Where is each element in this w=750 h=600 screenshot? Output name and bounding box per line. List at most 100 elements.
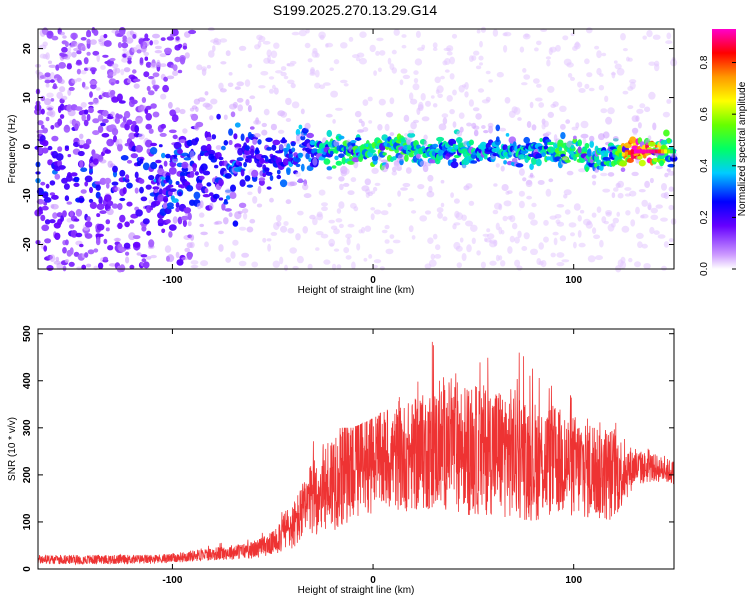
heatmap-cell: [134, 125, 140, 133]
heatmap-cell: [224, 208, 232, 212]
heatmap-cell: [505, 133, 510, 137]
heatmap-cell: [166, 75, 175, 80]
heatmap-cell: [181, 257, 189, 261]
heatmap-cell: [205, 103, 213, 110]
heatmap-cell: [210, 98, 218, 105]
heatmap-cell: [406, 141, 412, 146]
heatmap-cell: [315, 231, 324, 236]
y-tick-label: 20: [22, 43, 33, 55]
heatmap-cell: [181, 161, 189, 169]
heatmap-cell: [371, 155, 379, 162]
heatmap-cell: [239, 179, 246, 187]
heatmap-cell: [312, 217, 318, 226]
heatmap-cell: [536, 40, 542, 46]
heatmap-cell: [479, 141, 488, 150]
heatmap-cell: [104, 194, 112, 203]
heatmap-cell: [59, 31, 65, 36]
heatmap-cell: [577, 139, 582, 147]
heatmap-cell: [218, 197, 224, 201]
heatmap-cell: [154, 45, 162, 50]
heatmap-cell: [316, 211, 323, 218]
heatmap-cell: [479, 62, 483, 66]
heatmap-cell: [205, 136, 212, 142]
spectrogram-y-label: Frequency (Hz): [7, 115, 18, 184]
heatmap-cell: [72, 33, 77, 41]
heatmap-cell: [160, 93, 167, 100]
y-tick-label: 0: [22, 566, 33, 572]
heatmap-cell: [369, 149, 376, 154]
heatmap-cell: [372, 186, 378, 192]
heatmap-cell: [266, 49, 272, 57]
heatmap-cell: [232, 101, 238, 109]
heatmap-cell: [179, 108, 186, 115]
heatmap-cell: [159, 53, 167, 58]
heatmap-cell: [601, 52, 607, 57]
heatmap-cell: [537, 180, 545, 185]
heatmap-cell: [450, 161, 459, 169]
heatmap-cell: [263, 108, 270, 116]
heatmap-cell: [67, 154, 72, 158]
heatmap-cell: [84, 109, 89, 115]
heatmap-cell: [393, 28, 400, 36]
heatmap-cell: [232, 220, 239, 227]
heatmap-cell: [380, 210, 389, 216]
heatmap-cell: [76, 59, 82, 65]
heatmap-cell: [587, 255, 596, 263]
heatmap-cell: [264, 156, 269, 163]
heatmap-cell: [466, 122, 472, 127]
heatmap-cell: [51, 194, 59, 200]
heatmap-cell: [533, 78, 540, 84]
heatmap-cell: [48, 64, 57, 69]
heatmap-cell: [111, 203, 119, 209]
heatmap-cell: [568, 222, 577, 228]
heatmap-cell: [266, 146, 272, 151]
heatmap-cell: [147, 90, 155, 96]
heatmap-cell: [450, 192, 454, 198]
heatmap-cell: [97, 262, 104, 270]
heatmap-cell: [270, 123, 277, 131]
heatmap-cell: [459, 237, 464, 243]
heatmap-cell: [177, 148, 183, 155]
heatmap-cell: [488, 79, 493, 83]
heatmap-cell: [323, 158, 331, 165]
heatmap-cell: [59, 86, 66, 93]
heatmap-cell: [367, 96, 373, 102]
heatmap-cell: [89, 186, 93, 194]
heatmap-cell: [87, 249, 95, 255]
heatmap-cell: [200, 260, 209, 267]
heatmap-cell: [504, 97, 511, 104]
heatmap-cell: [668, 204, 674, 211]
snr-x-ticks: -100 0 100: [162, 329, 582, 586]
heatmap-cell: [400, 187, 408, 191]
figure-title: S199.2025.270.13.29.G14: [273, 2, 437, 18]
heatmap-cell: [531, 202, 537, 208]
heatmap-cell: [93, 265, 99, 271]
heatmap-cell: [136, 49, 142, 54]
heatmap-cell: [536, 83, 542, 88]
heatmap-cell: [225, 50, 231, 57]
heatmap-cell: [636, 232, 644, 239]
heatmap-cell: [289, 181, 298, 186]
heatmap-cell: [347, 160, 355, 165]
heatmap-cell: [613, 187, 619, 192]
heatmap-cell: [102, 54, 109, 58]
heatmap-cell: [530, 248, 538, 255]
heatmap-cell: [119, 197, 126, 202]
heatmap-cell: [142, 218, 150, 225]
heatmap-cell: [428, 159, 437, 164]
heatmap-cell: [119, 30, 126, 35]
heatmap-cell: [149, 147, 158, 155]
heatmap-cell: [471, 237, 476, 244]
heatmap-cell: [641, 199, 648, 207]
heatmap-cell: [92, 153, 100, 158]
heatmap-cell: [565, 119, 571, 124]
y-tick-label: 400: [22, 372, 33, 389]
heatmap-cell: [364, 178, 371, 186]
heatmap-cell: [652, 34, 661, 40]
heatmap-cell: [192, 166, 197, 172]
heatmap-cell: [144, 56, 149, 61]
heatmap-cell: [89, 80, 98, 85]
heatmap-cell: [591, 174, 597, 179]
heatmap-cell: [47, 31, 53, 36]
heatmap-cell: [184, 52, 190, 59]
